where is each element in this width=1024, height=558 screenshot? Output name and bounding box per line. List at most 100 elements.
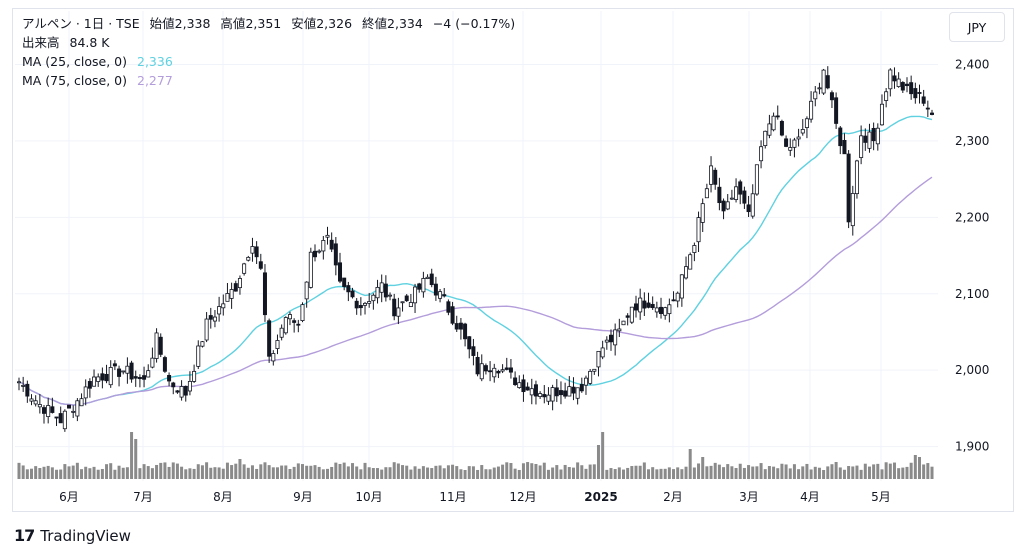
volume-bar: [384, 467, 388, 479]
volume-bar: [813, 466, 817, 479]
volume-bar: [313, 465, 317, 479]
volume-bar: [17, 462, 21, 479]
volume-bar: [209, 467, 213, 479]
candle-body: [292, 320, 297, 323]
volume-bar: [571, 467, 575, 479]
candle-body: [271, 353, 276, 362]
x-tick-label: 7月: [133, 490, 153, 504]
candle-body: [579, 384, 584, 392]
candle-body: [350, 290, 355, 298]
tradingview-logo[interactable]: 17 TradingView: [14, 526, 131, 545]
currency-button[interactable]: JPY: [949, 12, 1005, 42]
candle-body: [367, 301, 372, 304]
volume-bar: [225, 462, 229, 479]
candle-body: [504, 367, 509, 370]
x-tick-label: 2025: [584, 490, 617, 504]
volume-bar: [667, 467, 671, 479]
candle-body: [846, 153, 851, 223]
ma25-row[interactable]: MA (25, close, 0) 2,336: [22, 52, 521, 71]
volume-bar: [292, 466, 296, 479]
volume-bar: [596, 445, 600, 479]
volume-bar: [351, 463, 355, 479]
candle-body: [433, 283, 438, 296]
volume-bar: [88, 468, 92, 479]
volume-bar: [150, 468, 154, 479]
candle-body: [117, 368, 122, 377]
volume-bar: [238, 459, 242, 479]
ma25-value: 2,336: [137, 54, 173, 69]
candle-body: [471, 346, 476, 356]
candle-body: [604, 339, 609, 343]
candle-body: [896, 78, 901, 87]
volume-bar: [417, 468, 421, 479]
volume-bar: [867, 466, 871, 479]
candle-body: [458, 322, 463, 330]
candle-body: [734, 186, 739, 200]
candle-body: [879, 103, 884, 126]
candle-body: [567, 386, 572, 397]
candle-body: [438, 291, 443, 299]
volume-bar: [709, 465, 713, 479]
chart-frame[interactable]: 1,900 2,000 2,100 2,200 2,300 2,400 6月 7月 8月 9月 10…: [12, 8, 1014, 512]
volume-bar: [517, 469, 521, 479]
volume-bar: [742, 467, 746, 479]
volume-bar: [59, 469, 63, 479]
volume-bar: [747, 465, 751, 479]
candle-body: [217, 306, 222, 315]
volume-bar: [788, 468, 792, 479]
candle-body: [888, 69, 893, 90]
candle-body: [304, 281, 309, 300]
volume-bar: [601, 432, 605, 479]
candle-body: [392, 298, 397, 317]
volume-bar: [809, 469, 813, 479]
volume-bar: [326, 468, 330, 479]
candle-body: [863, 135, 868, 143]
price-chart[interactable]: 1,900 2,000 2,100 2,200 2,300 2,400 6月 7月 8月 9月 10…: [13, 9, 1015, 513]
volume-bar: [317, 466, 321, 479]
ma75-row[interactable]: MA (75, close, 0) 2,277: [22, 71, 521, 90]
candle-body: [713, 169, 718, 185]
candle-body: [225, 293, 230, 302]
candle-body: [54, 416, 59, 419]
candle-body: [817, 87, 822, 90]
volume-bar: [647, 469, 651, 479]
candle-body: [463, 323, 468, 340]
volume-bar: [46, 465, 50, 479]
candle-body: [375, 286, 380, 299]
volume-bar: [342, 462, 346, 479]
volume-bar: [284, 465, 288, 479]
volume-bar: [434, 465, 438, 479]
volume-bar: [876, 463, 880, 479]
candle-body: [300, 304, 305, 321]
candle-body: [692, 245, 697, 253]
volume-bar: [917, 457, 921, 479]
volume-bar: [438, 465, 442, 479]
candle-body: [42, 407, 47, 414]
candle-body: [638, 297, 643, 313]
volume-bar: [25, 469, 29, 479]
candle-body: [158, 336, 163, 355]
volume-bar: [505, 462, 509, 479]
volume-bar: [271, 467, 275, 479]
volume-bar: [401, 465, 405, 479]
volume-bar: [672, 469, 676, 479]
candle-body: [771, 115, 776, 131]
volume-bar: [280, 465, 284, 479]
candle-body: [834, 97, 839, 124]
candle-body: [538, 393, 543, 397]
volume-bar: [146, 466, 150, 479]
candle-body: [750, 193, 755, 217]
volume-bar: [121, 467, 125, 479]
candle-body: [508, 367, 513, 373]
candle-body: [175, 390, 180, 393]
candle-body: [525, 386, 530, 391]
volume-bar: [255, 468, 259, 479]
candle-body: [21, 384, 26, 387]
candle-body: [29, 398, 34, 402]
volume-bar: [142, 464, 146, 479]
volume-bar: [697, 463, 701, 479]
candle-body: [142, 375, 147, 380]
candle-body: [246, 256, 251, 261]
candle-body: [200, 341, 205, 347]
candle-body: [342, 277, 347, 287]
